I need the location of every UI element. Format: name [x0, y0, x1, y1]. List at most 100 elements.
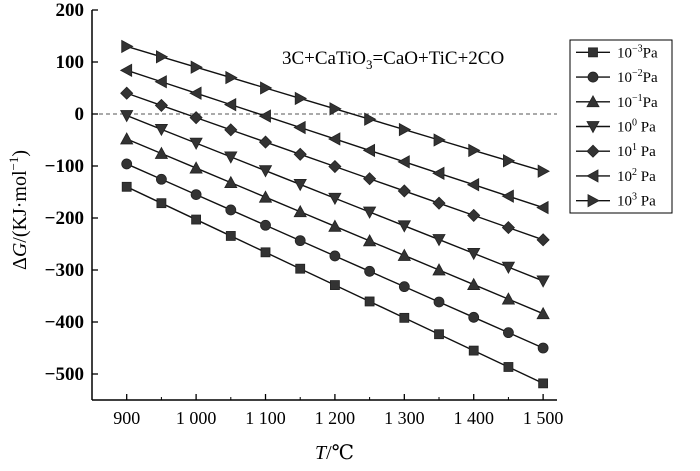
data-point [189, 111, 203, 125]
legend-exp: 2 [632, 167, 637, 178]
data-point [362, 206, 377, 219]
data-point [258, 165, 273, 178]
legend-base: 10 [617, 120, 632, 136]
data-point [398, 281, 410, 293]
data-point [397, 155, 410, 169]
legend-base: 10 [617, 144, 632, 160]
y-tick-label: 200 [56, 0, 85, 21]
data-point [294, 235, 306, 247]
legend-exp: −3 [632, 43, 643, 54]
y-axis-title-var: G [9, 242, 31, 257]
data-point [156, 173, 167, 185]
data-point [260, 247, 271, 258]
legend-base: 10 [617, 194, 632, 210]
y-tick-label: −500 [45, 364, 84, 385]
series-5 [119, 63, 549, 215]
legend-label: 102 Pa [617, 167, 656, 185]
legend-entry: 10−3Pa [576, 43, 658, 61]
data-point [190, 60, 203, 74]
data-point [467, 277, 481, 290]
data-point [537, 164, 550, 178]
data-point [293, 179, 307, 192]
y-tick-label: 100 [56, 52, 85, 73]
legend-label: 10−1Pa [617, 93, 658, 111]
data-point [120, 110, 134, 123]
y-tick-label: −400 [45, 312, 84, 333]
y-axis-title-delta: Δ [9, 257, 31, 270]
data-point [503, 362, 514, 372]
data-point [501, 221, 515, 235]
series-4 [120, 86, 550, 247]
data-point [294, 91, 308, 106]
data-point [432, 234, 446, 247]
legend-base: 10 [617, 45, 632, 61]
x-axis-title: T/℃ [315, 442, 354, 464]
legend-label: 100 Pa [617, 118, 656, 136]
data-point [295, 263, 306, 274]
x-tick-label: 1 400 [453, 408, 494, 428]
data-point [501, 261, 516, 274]
x-axis-title-unit: /℃ [326, 442, 354, 464]
data-point [397, 220, 411, 233]
legend-unit: Pa [637, 120, 656, 136]
legend-exp: 1 [632, 142, 637, 153]
legend-base: 10 [617, 70, 632, 86]
y-axis-title-close: ) [9, 150, 31, 157]
data-point [536, 233, 550, 247]
legend-exp: 3 [632, 192, 637, 203]
data-point [364, 296, 375, 307]
data-point [364, 112, 377, 126]
data-point [433, 296, 445, 308]
legend-base: 10 [617, 169, 632, 185]
data-point [501, 292, 516, 305]
data-point [328, 192, 342, 206]
data-point [362, 234, 377, 247]
legend-unit: Pa [643, 95, 658, 111]
data-point [154, 146, 169, 159]
data-point [432, 166, 445, 180]
data-point [364, 265, 376, 277]
data-point [501, 189, 514, 203]
legend-entry: 10−1Pa [576, 93, 658, 111]
data-point [191, 214, 202, 225]
data-point [154, 75, 167, 89]
legend-marker [588, 47, 598, 58]
annotation-group: 3C+CaTiO3=CaO+TiC+2CO [282, 48, 504, 72]
series-0 [121, 181, 549, 389]
legend-entry: 103 Pa [576, 192, 656, 210]
data-point [225, 70, 238, 85]
legend-label: 103 Pa [617, 192, 656, 210]
reaction-sub: 3 [366, 57, 373, 72]
data-point [293, 147, 307, 161]
data-point [189, 86, 202, 100]
series-3 [120, 110, 550, 288]
data-point [363, 172, 377, 186]
data-point [328, 132, 341, 146]
legend-marker [586, 121, 600, 134]
data-point [399, 312, 410, 323]
data-point [503, 154, 516, 168]
data-point [467, 247, 481, 261]
x-tick-label: 1 100 [245, 408, 286, 428]
data-point [120, 132, 134, 145]
data-point [538, 378, 549, 389]
x-tick-label: 1 200 [315, 408, 356, 428]
data-point [432, 196, 446, 210]
data-point [434, 329, 444, 340]
data-point [224, 175, 238, 189]
data-point [468, 143, 481, 158]
legend-base: 10 [617, 95, 632, 111]
data-point [536, 200, 549, 215]
data-point [258, 190, 273, 203]
legend-exp: −2 [632, 68, 643, 79]
data-point [397, 248, 411, 261]
data-point [121, 181, 132, 192]
legend-exp: −1 [632, 93, 643, 104]
series-2 [120, 132, 550, 320]
data-point [468, 345, 479, 356]
data-point [293, 204, 307, 218]
legend-marker [586, 169, 599, 183]
legend-unit: Pa [637, 194, 656, 210]
